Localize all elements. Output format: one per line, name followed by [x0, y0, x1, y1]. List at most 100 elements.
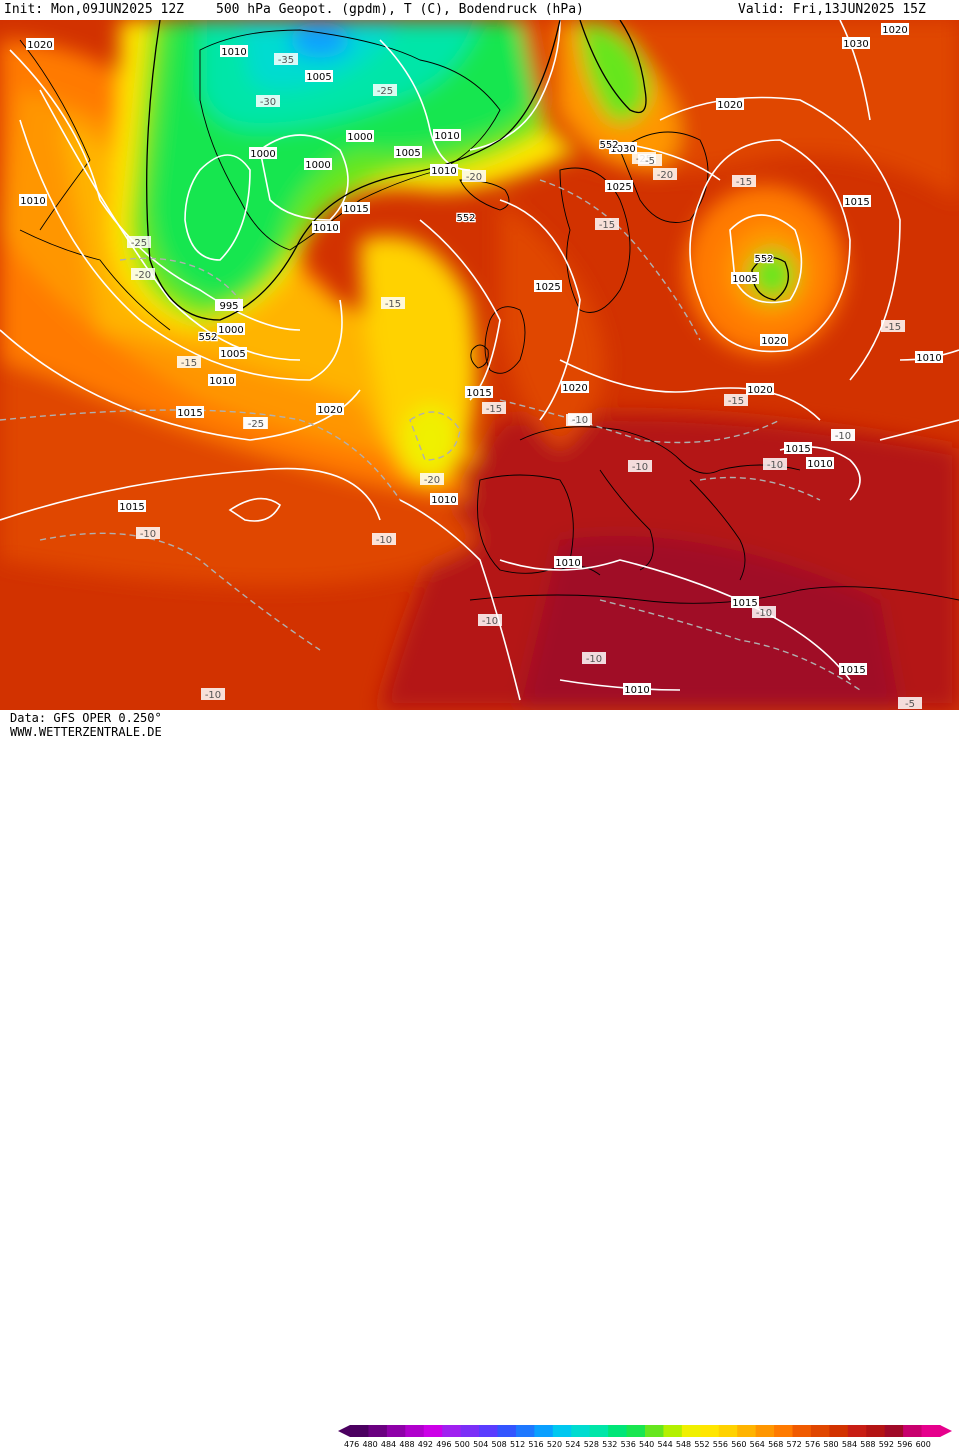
scale-label: 512	[509, 1440, 526, 1449]
init-time: Init: Mon,09JUN2025 12Z	[4, 2, 185, 17]
isobar-label-bg	[839, 663, 867, 675]
isobar-label-bg	[534, 280, 562, 292]
temperature-label: -15	[728, 396, 744, 407]
isobar-label: 1010	[209, 376, 234, 387]
isobar-label: 1025	[606, 182, 631, 193]
isobar-label-bg	[342, 202, 370, 214]
scale-label: 580	[823, 1440, 839, 1449]
scale-label: 524	[565, 1440, 581, 1449]
temp-label-bg	[373, 84, 397, 96]
scale-swatch	[571, 1425, 591, 1437]
temperature-label: -25	[131, 238, 147, 249]
temp-label-bg	[420, 473, 444, 485]
scale-label: 508	[491, 1440, 507, 1449]
isobar-label-bg	[316, 403, 344, 415]
scale-swatch	[866, 1425, 886, 1437]
map-header: Init: Mon,09JUN2025 12Z 500 hPa Geopot. …	[0, 0, 959, 20]
scale-swatch	[608, 1425, 628, 1437]
isobar-label: 1000	[305, 160, 330, 171]
temperature-label: -15	[385, 299, 401, 310]
scale-label: 592	[878, 1440, 894, 1449]
map-canvas: 1020 1010 1005 1000 1000 1010 1005 1000 1010 1010…	[0, 20, 959, 710]
temperature-label: -35	[278, 55, 294, 66]
isobar-label: 1000	[218, 325, 243, 336]
scale-swatch	[903, 1425, 923, 1437]
isobar-label: 1020	[761, 336, 786, 347]
isobar-label: 1010	[20, 196, 45, 207]
isobar-label: 1015	[119, 502, 144, 513]
isobar-label-bg	[465, 386, 493, 398]
isobar-label: 1010	[313, 223, 338, 234]
temp-label-bg	[177, 356, 201, 368]
temperature-label: -20	[466, 172, 482, 183]
isobar-label: 1005	[306, 72, 331, 83]
temp-label-bg	[628, 460, 652, 472]
isobar-label-bg	[433, 129, 461, 141]
temperature-label: -10	[140, 529, 156, 540]
map-footer: Data: GFS OPER 0.250° WWW.WETTERZENTRALE…	[0, 710, 959, 1449]
isobar-label-bg	[219, 347, 247, 359]
geopotential-label: 552	[599, 140, 618, 151]
scale-label: 496	[436, 1440, 452, 1449]
scale-swatch	[386, 1425, 406, 1437]
temp-label-bg	[638, 154, 662, 166]
temp-label-bg	[568, 413, 592, 425]
scale-arrow-right	[940, 1425, 952, 1437]
isobar-label-bg	[346, 130, 374, 142]
temperature-label: -5	[905, 699, 915, 710]
isobar-label: 1010	[431, 495, 456, 506]
temp-label-bg	[724, 394, 748, 406]
temp-label-bg	[136, 527, 160, 539]
temp-label-bg	[763, 458, 787, 470]
isobar-label-bg	[915, 351, 943, 363]
isobar-label: 1015	[177, 408, 202, 419]
scale-label: 544	[657, 1440, 673, 1449]
isobar-label-bg	[305, 70, 333, 82]
scale-swatch	[847, 1425, 867, 1437]
scale-swatch	[497, 1425, 517, 1437]
temperature-label: -25	[248, 419, 264, 430]
temp-label-bg	[653, 168, 677, 180]
isobar-label-bg	[217, 323, 245, 335]
scale-swatch	[921, 1425, 941, 1437]
temp-label-bg	[482, 402, 506, 414]
isobar-label: 1010	[624, 685, 649, 696]
scale-label: 528	[583, 1440, 599, 1449]
temperature-label: -10	[205, 690, 221, 701]
scale-label: 492	[417, 1440, 434, 1449]
isobar-label: 1010	[431, 166, 456, 177]
temp-label-bg	[256, 95, 280, 107]
valid-time: Valid: Fri,13JUN2025 15Z	[738, 2, 926, 17]
isobar-label: 1010	[434, 131, 459, 142]
temperature-label: -20	[135, 270, 151, 281]
isobar-label-bg	[220, 45, 248, 57]
isobar-label-bg	[784, 442, 812, 454]
scale-swatch	[829, 1425, 849, 1437]
temp-label-bg	[898, 697, 922, 709]
isobar-label-bg	[176, 406, 204, 418]
temp-label-bg	[127, 236, 151, 248]
temperature-label: -10	[756, 608, 772, 619]
weather-map: 1020 1010 1005 1000 1000 1010 1005 1000 1010 1010…	[0, 20, 959, 710]
scale-swatch	[460, 1425, 480, 1437]
scale-swatch	[405, 1425, 425, 1437]
temp-label-bg	[381, 297, 405, 309]
scale-label: 588	[860, 1440, 876, 1449]
scale-label: 584	[841, 1440, 858, 1449]
temp-label-bg	[831, 429, 855, 441]
scale-label: 576	[804, 1440, 821, 1449]
isobar-label: 1030	[610, 144, 635, 155]
isobar-label-bg	[26, 38, 54, 50]
isobar-label: 995	[219, 301, 238, 312]
geopotential-label: 552	[198, 332, 217, 343]
scale-swatch	[515, 1425, 535, 1437]
isobar-label-bg	[208, 374, 236, 386]
temperature-label: -10	[632, 462, 648, 473]
isobar-label-bg	[881, 23, 909, 35]
color-scale	[338, 1425, 952, 1437]
temp-label-bg	[732, 175, 756, 187]
scale-swatch	[792, 1425, 812, 1437]
isobar-label-bg	[716, 98, 744, 110]
scale-swatch	[442, 1425, 462, 1437]
scale-swatch	[626, 1425, 646, 1437]
